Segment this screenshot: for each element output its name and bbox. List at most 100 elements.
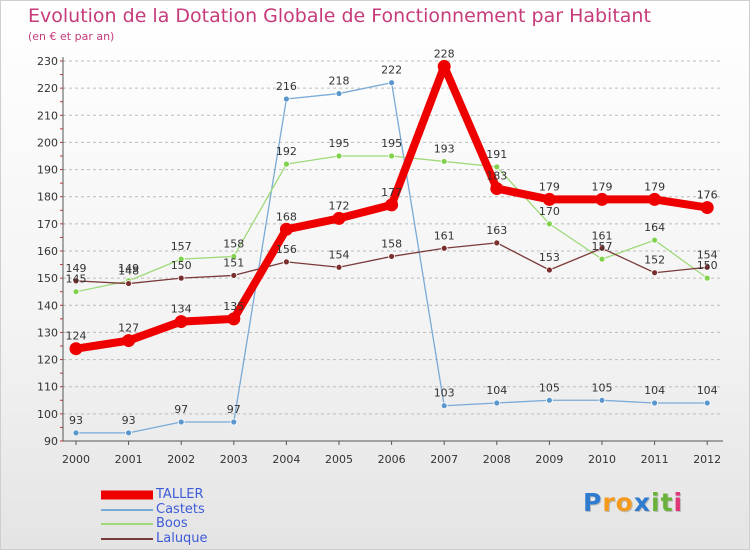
data-label-boos: 158 — [223, 237, 244, 250]
data-point-laluque — [388, 253, 396, 260]
data-label-taller: 134 — [171, 303, 192, 316]
data-label-laluque: 161 — [434, 229, 455, 242]
data-point-laluque — [335, 263, 343, 271]
data-point-boos — [388, 152, 396, 160]
data-label-boos: 195 — [329, 137, 350, 150]
data-label-castets: 216 — [276, 80, 297, 93]
data-point-boos — [703, 274, 711, 282]
data-label-taller: 127 — [118, 322, 139, 335]
data-label-laluque: 161 — [592, 229, 613, 242]
data-label-laluque: 150 — [171, 259, 192, 272]
data-label-boos: 191 — [486, 148, 507, 161]
x-tick-label-2000: 2000 — [62, 453, 90, 466]
logo-letter: o — [615, 488, 634, 517]
data-label-taller: 135 — [223, 300, 244, 313]
data-point-boos — [440, 158, 448, 165]
data-point-castets — [388, 79, 396, 87]
data-label-castets: 104 — [697, 384, 718, 397]
data-label-castets: 97 — [174, 403, 188, 416]
data-label-taller: 183 — [486, 170, 507, 183]
data-label-laluque: 154 — [329, 248, 350, 261]
data-label-boos: 145 — [66, 273, 87, 286]
x-tick-label-2008: 2008 — [483, 453, 511, 466]
data-point-boos — [282, 160, 290, 168]
gridlines — [63, 60, 723, 415]
logo-letter: r — [602, 488, 616, 517]
data-point-laluque — [598, 244, 606, 252]
data-point-taller — [542, 192, 556, 206]
data-label-castets: 105 — [539, 381, 560, 394]
data-point-taller — [648, 192, 662, 206]
data-label-laluque: 163 — [486, 224, 507, 237]
data-label-castets: 222 — [381, 64, 402, 77]
data-label-boos: 149 — [118, 262, 139, 275]
data-point-taller — [279, 222, 293, 236]
logo-letter: P — [583, 488, 603, 517]
data-label-taller: 228 — [434, 47, 455, 60]
y-tick-label-110: 110 — [37, 381, 58, 394]
data-label-laluque: 152 — [644, 254, 665, 267]
data-point-taller — [122, 334, 136, 348]
data-point-boos — [493, 163, 501, 171]
data-label-taller: 176 — [697, 189, 718, 202]
logo-letter: x — [633, 488, 651, 517]
data-point-castets — [598, 396, 606, 404]
data-point-castets — [72, 429, 80, 437]
data-point-castets — [282, 95, 290, 103]
logo-letter: i — [651, 488, 661, 517]
data-point-boos — [72, 288, 80, 296]
data-label-taller: 172 — [329, 199, 350, 212]
data-point-laluque — [177, 274, 185, 282]
x-tick-label-2004: 2004 — [272, 453, 300, 466]
data-point-castets — [703, 399, 711, 407]
legend-label-laluque: Laluque — [156, 530, 208, 546]
data-point-laluque — [546, 266, 553, 274]
logo-letter: t — [660, 488, 674, 517]
data-point-laluque — [72, 277, 80, 285]
y-tick-label-140: 140 — [37, 299, 58, 312]
legend-swatch-castets — [101, 508, 153, 511]
x-tick-label-2002: 2002 — [167, 453, 195, 466]
legend-label-boos: Boos — [156, 516, 188, 531]
x-tick-label-2007: 2007 — [430, 453, 458, 466]
x-tick-label-2005: 2005 — [325, 453, 353, 466]
y-tick-label-220: 220 — [37, 82, 58, 95]
data-label-laluque: 149 — [66, 262, 87, 275]
x-tick-label-2009: 2009 — [535, 453, 563, 466]
chart-subtitle: (en € et par an) — [28, 30, 115, 43]
y-tick-label-170: 170 — [37, 218, 58, 231]
y-tick-label-100: 100 — [37, 408, 58, 421]
data-label-laluque: 154 — [697, 248, 718, 261]
data-label-boos: 193 — [434, 142, 455, 155]
data-point-castets — [546, 396, 553, 404]
legend-swatch-boos — [101, 523, 153, 526]
legend-label-castets: Castets — [156, 501, 205, 517]
data-label-taller: 179 — [592, 180, 613, 193]
data-label-boos: 164 — [644, 221, 665, 234]
data-label-taller: 179 — [644, 180, 665, 193]
y-tick-label-160: 160 — [37, 245, 58, 258]
data-point-boos — [335, 152, 343, 160]
data-label-castets: 104 — [644, 384, 665, 397]
y-tick-label-130: 130 — [37, 326, 58, 339]
data-label-castets: 103 — [434, 387, 455, 400]
x-tick-label-2010: 2010 — [588, 453, 616, 466]
data-point-taller — [332, 211, 346, 225]
data-point-laluque — [282, 258, 290, 266]
data-label-castets: 104 — [486, 384, 507, 397]
y-tick-label-200: 200 — [37, 136, 58, 149]
data-point-taller — [437, 59, 451, 73]
y-tick-label-90: 90 — [44, 435, 58, 448]
data-label-boos: 150 — [697, 259, 718, 272]
data-point-castets — [125, 429, 132, 437]
y-tick-label-230: 230 — [37, 55, 58, 68]
data-label-laluque: 151 — [223, 256, 244, 269]
data-point-boos — [651, 236, 658, 244]
data-point-castets — [493, 399, 501, 407]
data-point-laluque — [230, 272, 238, 279]
data-label-taller: 168 — [276, 210, 297, 223]
data-point-laluque — [493, 239, 501, 247]
